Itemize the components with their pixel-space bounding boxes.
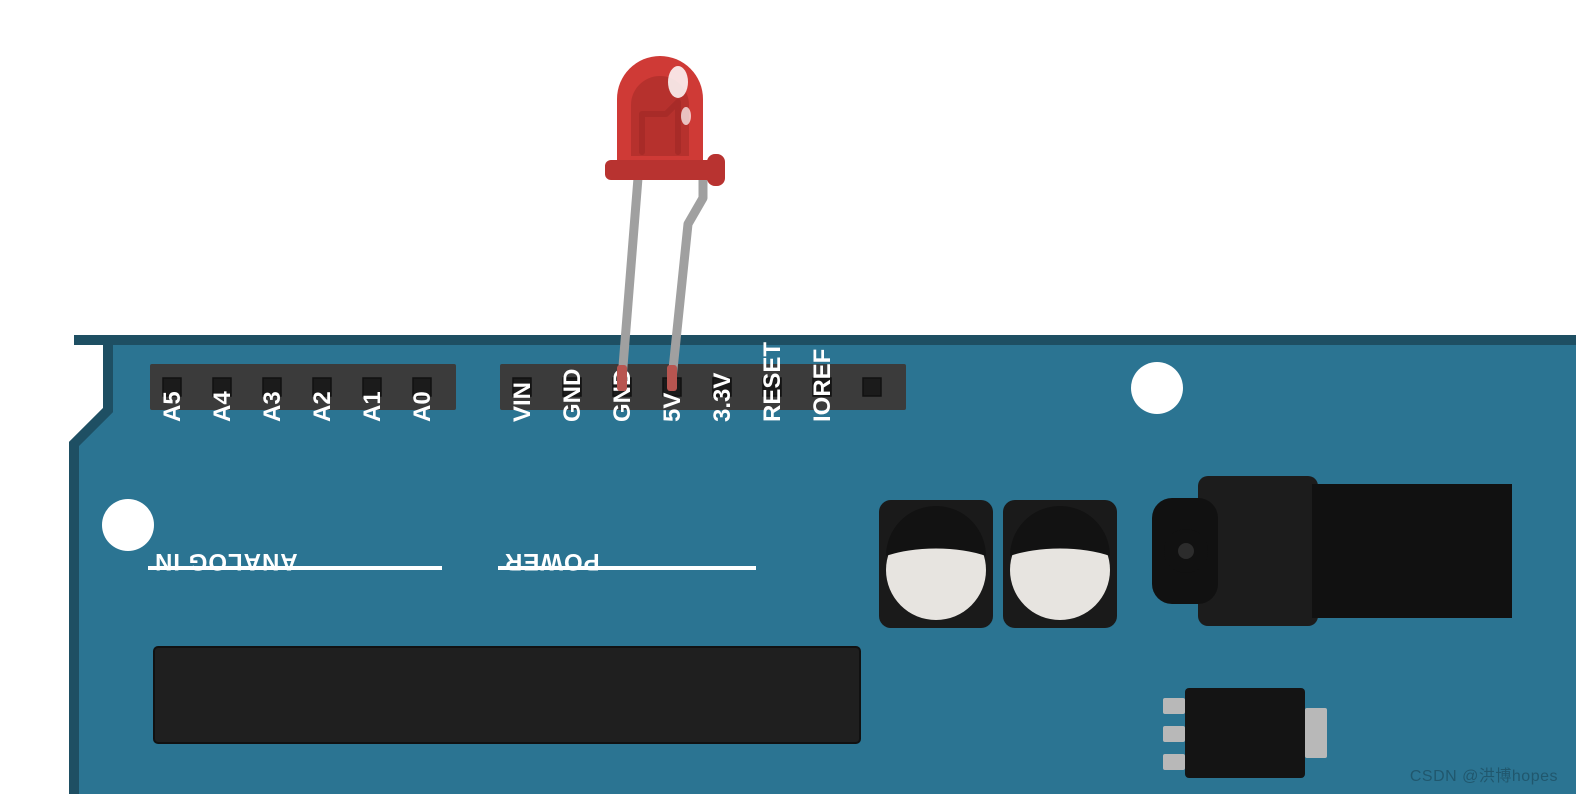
- smd-pin: [1163, 726, 1185, 742]
- power-pin-label: VIN: [509, 382, 536, 422]
- analog-pin-label: A3: [259, 391, 286, 422]
- watermark: CSDN @洪博hopes: [1410, 762, 1558, 786]
- mounting-hole: [1131, 362, 1183, 414]
- power-pin-label: RESET: [759, 342, 786, 422]
- analog-pin-label: A0: [409, 391, 436, 422]
- smd-tab: [1305, 708, 1327, 758]
- analog-pin-label: A5: [159, 391, 186, 422]
- led-rim: [605, 160, 715, 180]
- power-pin-label: 5V: [659, 393, 686, 422]
- led-leg-tip: [667, 365, 677, 391]
- power-pin-label: IOREF: [809, 349, 836, 422]
- smd-pin: [1163, 698, 1185, 714]
- led-leg-tip: [617, 365, 627, 391]
- power-pin-label: GND: [559, 369, 586, 422]
- analog-pin-label: A1: [359, 391, 386, 422]
- power-jack-pin: [1178, 543, 1194, 559]
- led-rim-bump: [707, 154, 725, 186]
- smd-pin: [1163, 754, 1185, 770]
- circuit-diagram: A5A4A3A2A1A0ANALOG INVINGNDGND5V3.3VRESE…: [0, 0, 1576, 794]
- power-pin-label: 3.3V: [709, 373, 736, 422]
- analog-section-label: ANALOG IN: [154, 548, 298, 575]
- analog-pin-label: A2: [309, 391, 336, 422]
- mounting-hole: [102, 499, 154, 551]
- power-pin: [863, 378, 881, 396]
- analog-pin-label: A4: [209, 391, 236, 422]
- microcontroller-chip: [154, 647, 860, 743]
- smd-regulator: [1185, 688, 1305, 778]
- led-highlight: [668, 66, 688, 98]
- power-section-label: POWER: [504, 548, 600, 575]
- led-highlight: [681, 107, 691, 125]
- power-jack-extend: [1312, 484, 1512, 618]
